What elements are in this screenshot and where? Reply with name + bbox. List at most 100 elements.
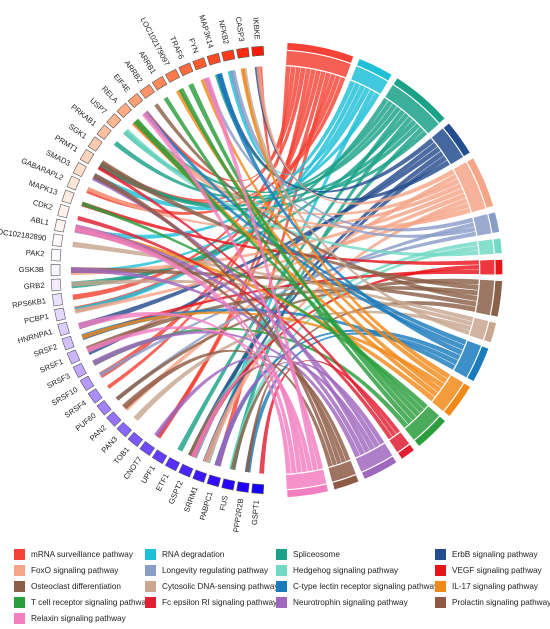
gene-sector-ikbke [251,45,265,57]
legend-swatch [14,597,25,608]
legend-item-il-17-signaling-pathway: IL-17 signaling pathway [435,580,550,593]
gene-sector-traf6 [178,62,194,77]
gene-label-pcbp1: PCBP1 [23,312,49,326]
gene-sector-abl1 [54,218,67,233]
legend-swatch [14,581,25,592]
ribbon-foxo-signaling-pathway [87,183,462,230]
legend-item-relaxin-signaling-pathway: Relaxin signaling pathway [14,612,145,625]
ribbon-foxo-signaling-pathway [74,202,470,314]
pathway-legend: mRNA surveillance pathway RNA degradation… [14,548,550,625]
gene-sector-loc102179097 [164,68,181,83]
gene-sector-cdk2 [57,203,70,219]
pathway-rim-mrna-surveillance-pathway [285,41,355,65]
ribbon-spliceosome [133,106,401,194]
pathway-sector-group [285,41,504,499]
legend-swatch [14,549,25,560]
gene-label-srsf3: SRSF3 [45,371,71,390]
legend-item-rna-degradation: RNA degradation [145,548,276,561]
gene-label-sgk1: SGK1 [67,122,89,141]
gene-sector-grb2 [50,278,62,292]
legend-swatch [435,549,446,560]
gene-label-casp3: CASP3 [234,16,247,42]
gene-label-etf1: ETF1 [154,472,171,493]
ribbon-neurotrophin-signaling-pathway [154,355,375,451]
gene-sector-usp7 [106,113,122,129]
pathway-rim-longevity-regulating-pathway [486,210,501,235]
ribbon-foxo-signaling-pathway [131,121,471,229]
legend-label: VEGF signaling pathway [452,566,542,575]
legend-swatch [145,565,156,576]
legend-label: Spliceosome [293,550,340,559]
pathway-rim-spliceosome [392,76,447,125]
gene-label-prmt1: PRMT1 [53,133,80,154]
legend-swatch [435,565,446,576]
gene-sector-pcbp1 [54,307,67,322]
gene-label-srsf2: SRSF2 [32,342,58,359]
legend-swatch [14,613,25,624]
gene-sector-mapk13 [61,189,75,205]
gene-sector-fus [221,478,236,491]
legend-swatch [145,549,156,560]
pathway-rim-erbb-signaling-pathway [442,121,472,158]
pathway-rim-relaxin-signaling-pathway [285,483,330,499]
legend-item-hedgehog-signaling-pathway: Hedgehog signaling pathway [276,564,435,577]
gene-sector-etf1 [164,457,181,472]
pathway-rim-il-17-signaling-pathway [442,381,472,418]
legend-item-mrna-surveillance-pathway: mRNA surveillance pathway [14,548,145,561]
ribbon-mrna-surveillance-pathway [257,66,291,169]
legend-swatch [276,597,287,608]
gene-sector-tob1 [127,431,144,447]
gene-sector-arrb2 [139,84,155,99]
gene-sector-eif4e [127,93,144,109]
gene-label-mapk13: MAPK13 [28,178,59,196]
gene-label-cdk2: CDK2 [32,198,54,212]
gene-label-srsf1: SRSF1 [38,357,64,375]
legend-label: Fc epsilon RI signaling pathway [162,598,278,607]
gene-label-usp7: USP7 [88,96,109,116]
legend-label: ErbB signaling pathway [452,550,538,559]
legend-item-cytosolic-dna-sensing-pathway: Cytosolic DNA-sensing pathway [145,580,279,593]
gene-sector-pabpc1 [206,474,221,488]
legend-swatch [145,581,156,592]
pathway-rim-t-cell-receptor-signaling-pathway [413,414,447,448]
gene-label-rps6kb1: RPS6KB1 [12,296,47,310]
legend-swatch [435,581,446,592]
gene-label-abl1: ABL1 [30,215,50,228]
ribbon-relaxin-signaling-pathway [191,366,302,473]
ribbon-neurotrophin-signaling-pathway [214,361,385,467]
gene-sector-cnot7 [139,441,155,456]
gene-label-fyn: FYN [187,37,201,54]
legend-label: Longevity regulating pathway [162,566,269,575]
gene-sector-srsf4 [87,388,103,404]
pathway-rim-cytosolic-dna-sensing-pathway [482,320,498,344]
legend-item-erbb-signaling-pathway: ErbB signaling pathway [435,548,550,561]
legend-label: mRNA surveillance pathway [31,550,133,559]
legend-label: T cell receptor signaling pathway [31,598,151,607]
legend-item-c-type-lectin-receptor-signaling-pathway: C-type lectin receptor signaling pathway [276,580,438,593]
pathway-rim-osteoclast-differentiation [489,279,504,318]
gene-sector-pak2 [50,248,62,262]
legend-item-fc-epsilon-ri-signaling-pathway: Fc epsilon RI signaling pathway [145,596,278,609]
gene-label-tob1: TOB1 [112,445,131,466]
gene-sector-prkab1 [96,124,112,140]
legend-label: IL-17 signaling pathway [452,582,539,591]
gene-sector-rps6kb1 [52,293,64,307]
pathway-rim-c-type-lectin-receptor-signaling-pathway [465,344,490,383]
ribbon-t-cell-receptor-signaling-pathway [133,118,425,413]
gene-sector-casp3 [236,47,250,59]
gene-sector-map3k14 [206,52,221,66]
pathway-rim-prolactin-signaling-pathway [331,473,361,491]
gene-sector-arrb1 [151,76,168,91]
gene-sector-rela [116,102,132,119]
gene-label-fus: FUS [218,495,230,512]
gene-label-ikbke: IKBKE [251,17,262,40]
gene-sector-smad3 [72,162,87,178]
pathway-rim-foxo-signaling-pathway [465,156,495,210]
gene-label-rela: RELA [100,84,121,105]
gene-label-gspt2: GSPT2 [167,479,185,505]
gene-sector-loc102182890 [52,233,64,247]
legend-swatch [276,581,287,592]
gene-label-srrm1: SRRM1 [182,485,200,513]
legend-label: Cytosolic DNA-sensing pathway [162,582,279,591]
legend-item-osteoclast-differentiation: Osteoclast differentiation [14,580,145,593]
